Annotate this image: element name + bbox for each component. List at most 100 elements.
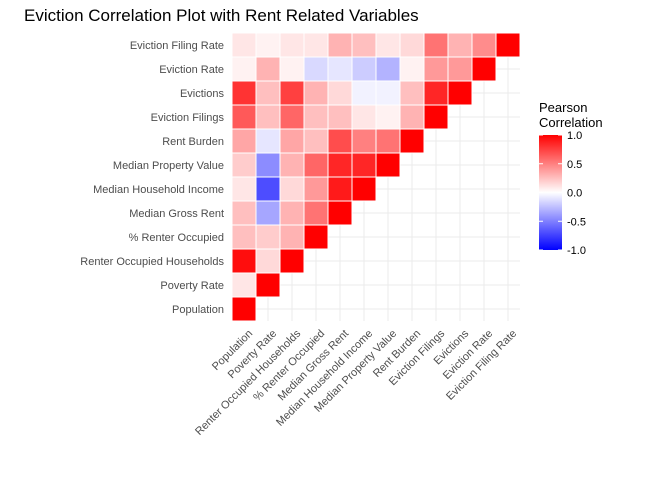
- heatmap-cell: [351, 128, 377, 154]
- heatmap-cell: [399, 56, 425, 82]
- heatmap-cell: [375, 128, 401, 154]
- heatmap-cell: [303, 128, 329, 154]
- heatmap-cell: [327, 104, 353, 130]
- heatmap-cell: [303, 80, 329, 106]
- legend-title-line-1: Pearson: [539, 100, 587, 115]
- y-tick-label: Evictions: [180, 88, 225, 100]
- heatmap-cell: [255, 56, 281, 82]
- y-tick-label: Population: [172, 304, 224, 316]
- heatmap-cells: [231, 32, 521, 322]
- heatmap-cell: [447, 32, 473, 58]
- heatmap-cell: [471, 32, 497, 58]
- y-tick-label: Poverty Rate: [160, 280, 224, 292]
- y-axis-tick-labels: Population Poverty Rate Renter Occupied Ho…: [80, 40, 224, 316]
- heatmap-cell: [399, 128, 425, 154]
- y-tick-label: Eviction Filings: [151, 112, 225, 124]
- heatmap-cell: [375, 56, 401, 82]
- heatmap-cell: [255, 104, 281, 130]
- heatmap-cell: [327, 56, 353, 82]
- heatmap-cell: [495, 32, 521, 58]
- heatmap-cell: [279, 176, 305, 202]
- y-tick-label: Median Gross Rent: [129, 208, 224, 220]
- heatmap-cell: [423, 32, 449, 58]
- heatmap-cell: [351, 80, 377, 106]
- heatmap-cell: [303, 224, 329, 250]
- heatmap-cell: [231, 32, 257, 58]
- heatmap-cell: [351, 56, 377, 82]
- heatmap-cell: [423, 56, 449, 82]
- heatmap-cell: [279, 224, 305, 250]
- heatmap-cell: [375, 80, 401, 106]
- heatmap-cell: [279, 248, 305, 274]
- heatmap-cell: [399, 104, 425, 130]
- heatmap-cell: [231, 56, 257, 82]
- y-tick-label: Median Property Value: [113, 160, 224, 172]
- heatmap-cell: [423, 104, 449, 130]
- legend-tick-label: -1.0: [567, 245, 586, 257]
- heatmap-cell: [231, 176, 257, 202]
- heatmap-cell: [423, 80, 449, 106]
- heatmap-cell: [279, 104, 305, 130]
- legend-tick-label: -0.5: [567, 216, 586, 228]
- y-tick-label: Eviction Filing Rate: [130, 40, 224, 52]
- y-tick-label: Rent Burden: [162, 136, 224, 148]
- heatmap-cell: [327, 200, 353, 226]
- chart-title: Eviction Correlation Plot with Rent Rela…: [24, 6, 419, 25]
- heatmap-cell: [255, 32, 281, 58]
- legend-title-line-2: Correlation: [539, 115, 603, 130]
- heatmap-cell: [255, 128, 281, 154]
- heatmap-cell: [231, 128, 257, 154]
- heatmap-cell: [399, 80, 425, 106]
- heatmap-cell: [231, 224, 257, 250]
- heatmap-cell: [447, 80, 473, 106]
- legend-ticks: 1.0 0.5 0.0 -0.5 -1.0: [539, 130, 586, 257]
- heatmap-cell: [231, 104, 257, 130]
- heatmap-cell: [255, 224, 281, 250]
- heatmap-cell: [255, 248, 281, 274]
- heatmap-cell: [255, 152, 281, 178]
- heatmap-cell: [375, 104, 401, 130]
- heatmap-cell: [351, 176, 377, 202]
- heatmap-cell: [279, 200, 305, 226]
- heatmap-cell: [231, 248, 257, 274]
- heatmap-cell: [255, 80, 281, 106]
- heatmap-cell: [255, 200, 281, 226]
- y-tick-label: % Renter Occupied: [129, 232, 224, 244]
- heatmap-cell: [303, 176, 329, 202]
- heatmap-cell: [327, 32, 353, 58]
- heatmap-cell: [279, 80, 305, 106]
- y-tick-label: Eviction Rate: [159, 64, 224, 76]
- heatmap-cell: [375, 152, 401, 178]
- heatmap-cell: [279, 56, 305, 82]
- heatmap-cell: [279, 32, 305, 58]
- heatmap-cell: [279, 152, 305, 178]
- legend-tick-label: 0.0: [567, 188, 582, 200]
- heatmap-cell: [351, 104, 377, 130]
- heatmap-cell: [231, 296, 257, 322]
- heatmap-cell: [303, 32, 329, 58]
- heatmap-cell: [279, 128, 305, 154]
- heatmap-cell: [327, 128, 353, 154]
- heatmap-cell: [231, 80, 257, 106]
- heatmap-cell: [255, 176, 281, 202]
- heatmap-cell: [471, 56, 497, 82]
- heatmap-cell: [327, 80, 353, 106]
- y-tick-label: Renter Occupied Households: [80, 256, 224, 268]
- heatmap-cell: [399, 32, 425, 58]
- heatmap-cell: [303, 104, 329, 130]
- heatmap-cell: [351, 32, 377, 58]
- color-legend: Pearson Correlation 1.0 0.5 0.0 -0.5 -1.0: [539, 100, 603, 257]
- heatmap-cell: [447, 56, 473, 82]
- legend-tick-label: 1.0: [567, 130, 582, 142]
- heatmap-cell: [375, 32, 401, 58]
- heatmap-cell: [303, 56, 329, 82]
- heatmap-cell: [303, 200, 329, 226]
- heatmap-cell: [231, 272, 257, 298]
- legend-tick-label: 0.5: [567, 159, 582, 171]
- heatmap-cell: [231, 152, 257, 178]
- heatmap-cell: [255, 272, 281, 298]
- heatmap-cell: [351, 152, 377, 178]
